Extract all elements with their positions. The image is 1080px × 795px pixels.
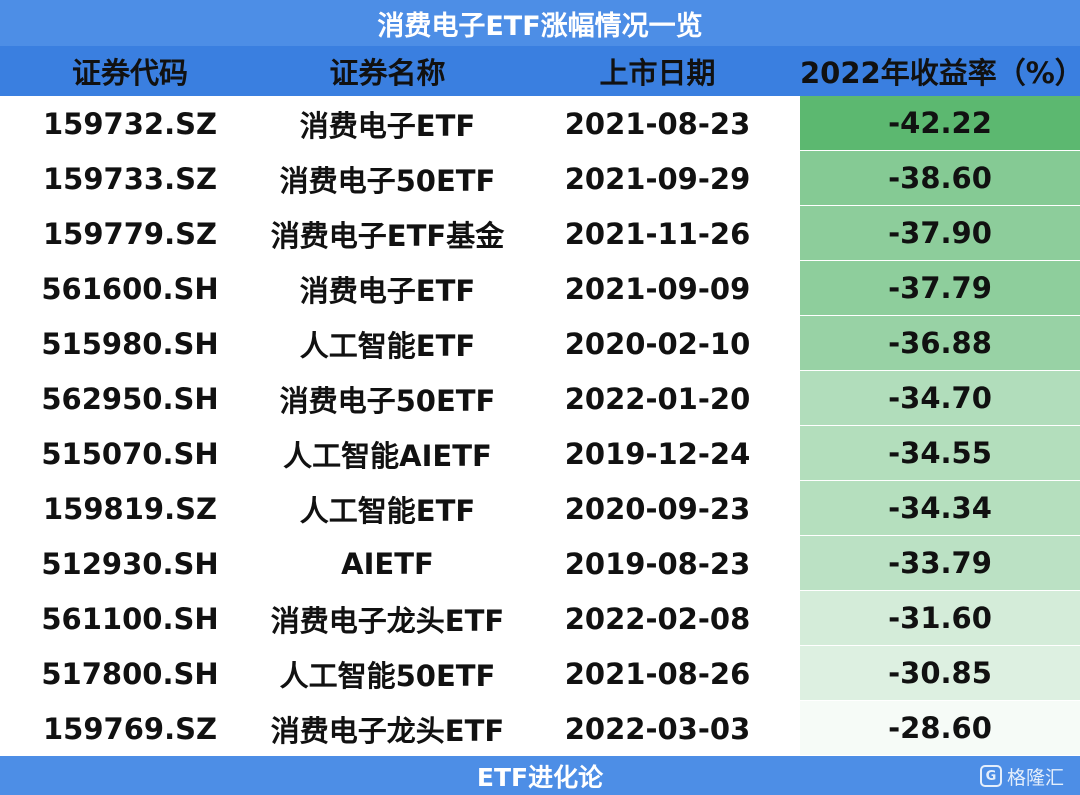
cell-return: -42.22 [800, 96, 1080, 151]
cell-code: 159769.SZ [43, 711, 217, 746]
table-header: 证券代码 证券名称 上市日期 2022年收益率（%） [0, 46, 1080, 96]
cell-name: 消费电子龙头ETF [270, 603, 505, 638]
watermark-text: 格隆汇 [1006, 766, 1064, 789]
cell-date: 2021-09-09 [564, 271, 751, 306]
cell-date: 2021-08-26 [564, 656, 751, 691]
cell-return: -28.60 [800, 701, 1080, 756]
cell-code: 159733.SZ [43, 161, 217, 196]
table-title: 消费电子ETF涨幅情况一览 [0, 0, 1080, 46]
table-row: 562950.SH 消费电子50ETF 2022-01-20 -34.70 [0, 371, 1080, 426]
table-row: 515070.SH 人工智能AIETF 2019-12-24 -34.55 [0, 426, 1080, 481]
table-row: 515980.SH 人工智能ETF 2020-02-10 -36.88 [0, 316, 1080, 371]
header-date: 上市日期 [599, 56, 716, 90]
cell-name: 人工智能AIETF [283, 438, 492, 473]
table-row: 159779.SZ 消费电子ETF基金 2021-11-26 -37.90 [0, 206, 1080, 261]
cell-code: 512930.SH [41, 546, 219, 581]
cell-code: 515070.SH [41, 436, 219, 471]
cell-name: 消费电子ETF [299, 273, 476, 308]
header-code: 证券代码 [71, 56, 188, 90]
cell-return: -36.88 [800, 316, 1080, 371]
cell-date: 2022-01-20 [564, 381, 751, 416]
cell-return: -37.90 [800, 206, 1080, 261]
cell-code: 159732.SZ [43, 106, 217, 141]
cell-name: 人工智能ETF [299, 493, 476, 528]
cell-name: 消费电子ETF [299, 108, 476, 143]
cell-date: 2021-11-26 [564, 216, 751, 251]
footer-label: ETF进化论 [0, 756, 1080, 795]
cell-name: 消费电子50ETF [279, 383, 496, 418]
cell-return: -34.70 [800, 371, 1080, 426]
cell-name: AIETF [341, 546, 434, 581]
cell-code: 515980.SH [41, 326, 219, 361]
cell-return: -37.79 [800, 261, 1080, 316]
cell-return: -33.79 [800, 536, 1080, 591]
cell-return: -30.85 [800, 646, 1080, 701]
cell-date: 2021-08-23 [564, 106, 751, 141]
header-return: 2022年收益率（%） [800, 56, 1080, 90]
cell-return: -34.55 [800, 426, 1080, 481]
cell-code: 159779.SZ [43, 216, 217, 251]
cell-name: 消费电子ETF基金 [270, 218, 505, 253]
cell-name: 消费电子50ETF [279, 163, 496, 198]
cell-date: 2021-09-29 [564, 161, 751, 196]
table-body: 159732.SZ 消费电子ETF 2021-08-23 -42.22 159733.S… [0, 96, 1080, 756]
cell-name: 人工智能ETF [299, 328, 476, 363]
table-row: 159769.SZ 消费电子龙头ETF 2022-03-03 -28.60 [0, 701, 1080, 756]
cell-date: 2019-12-24 [564, 436, 751, 471]
table-row: 159732.SZ 消费电子ETF 2021-08-23 -42.22 [0, 96, 1080, 151]
cell-return: -38.60 [800, 151, 1080, 206]
table-row: 561600.SH 消费电子ETF 2021-09-09 -37.79 [0, 261, 1080, 316]
watermark: G 格隆汇 [979, 763, 1064, 789]
cell-name: 消费电子龙头ETF [270, 713, 505, 748]
header-name: 证券名称 [329, 56, 446, 90]
cell-date: 2022-02-08 [564, 601, 751, 636]
table-row: 159733.SZ 消费电子50ETF 2021-09-29 -38.60 [0, 151, 1080, 206]
cell-code: 562950.SH [41, 381, 219, 416]
gelonghui-logo-icon: G [979, 765, 1002, 787]
cell-date: 2020-09-23 [564, 491, 751, 526]
cell-code: 561100.SH [41, 601, 219, 636]
table-row: 159819.SZ 人工智能ETF 2020-09-23 -34.34 [0, 481, 1080, 536]
cell-return: -31.60 [800, 591, 1080, 646]
cell-date: 2019-08-23 [564, 546, 751, 581]
cell-date: 2020-02-10 [564, 326, 751, 361]
cell-name: 人工智能50ETF [279, 658, 496, 693]
cell-code: 159819.SZ [43, 491, 217, 526]
table-row: 512930.SH AIETF 2019-08-23 -33.79 [0, 536, 1080, 591]
table-row: 561100.SH 消费电子龙头ETF 2022-02-08 -31.60 [0, 591, 1080, 646]
cell-code: 561600.SH [41, 271, 219, 306]
table-row: 517800.SH 人工智能50ETF 2021-08-26 -30.85 [0, 646, 1080, 701]
cell-return: -34.34 [800, 481, 1080, 536]
cell-date: 2022-03-03 [564, 711, 751, 746]
cell-code: 517800.SH [41, 656, 219, 691]
